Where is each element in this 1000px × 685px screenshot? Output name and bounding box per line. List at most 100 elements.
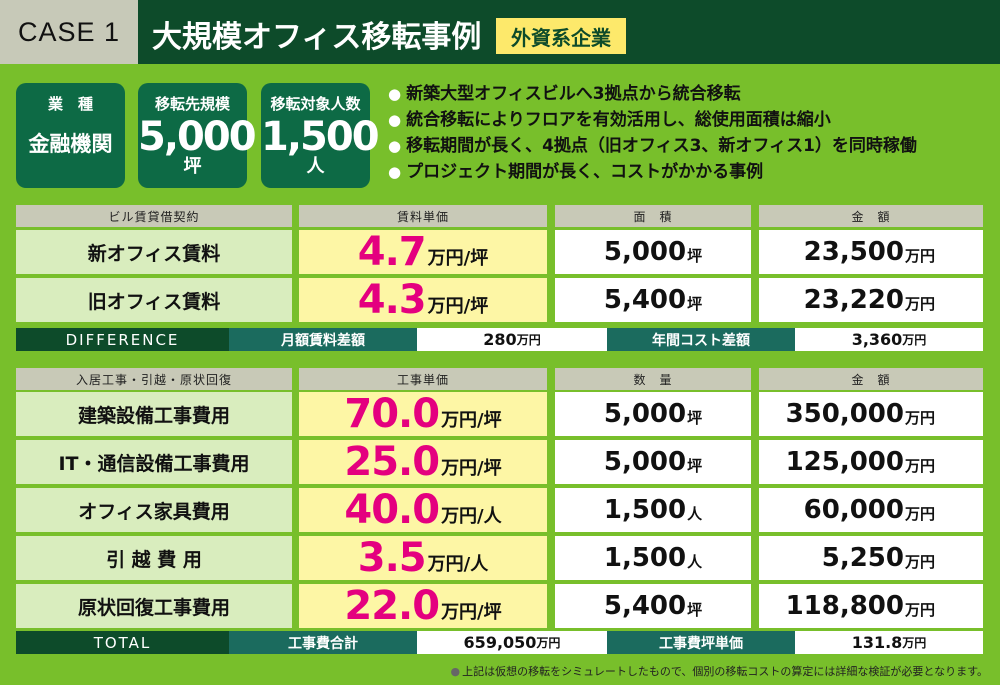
work-header-amount: 金 額	[759, 368, 983, 390]
list-item: プロジェクト期間が長く、コストがかかる事例	[388, 159, 917, 185]
work-header-price: 工事単価	[299, 368, 547, 390]
amount-unit: 万円	[904, 552, 935, 571]
price-unit: 万円/人	[427, 554, 489, 575]
amount-value: 23,220	[803, 285, 904, 315]
price-unit: 万円/坪	[441, 410, 502, 431]
price-value: 40.0	[344, 487, 440, 533]
rent-header-price: 賃料単価	[299, 205, 547, 227]
headcount-label: 移転対象人数	[270, 95, 361, 113]
rent-row-price: 4.7 万円/坪	[299, 229, 547, 275]
rent-row-label: 新オフィス賃料	[16, 230, 292, 274]
price-unit: 万円/坪	[427, 296, 489, 317]
headcount-box: 移転対象人数 1,500 人	[261, 83, 380, 188]
amount-unit: 万円	[904, 456, 935, 475]
rent-row-amount: 23,500 万円	[759, 230, 983, 274]
work-row-amount: 350,000 万円	[759, 392, 983, 436]
destination-size-label: 移転先規模	[154, 95, 230, 113]
qty-value: 5,000	[603, 399, 687, 429]
disclaimer-note: 上記は仮想の移転をシミュレートしたもので、個別の移転コストの算定には詳細な検証が…	[450, 663, 988, 679]
work-header-qty: 数 量	[555, 368, 751, 390]
annual-diff-label: 年間コスト差額	[607, 328, 795, 351]
work-row-label: IT・通信設備工事費用	[16, 440, 292, 484]
monthly-diff-label: 月額賃料差額	[229, 328, 417, 351]
work-row-amount: 60,000 万円	[759, 488, 983, 532]
destination-size-value: 5,000	[138, 114, 257, 160]
qty-unit: 人	[687, 504, 703, 523]
work-header-category: 入居工事・引越・原状回復	[16, 368, 292, 390]
area-value: 5,000	[603, 237, 687, 267]
amount-value: 23,500	[803, 237, 904, 267]
company-type-tag: 外資系企業	[496, 18, 626, 54]
amount-value: 350,000	[785, 399, 904, 429]
rent-row-label: 旧オフィス賃料	[16, 278, 292, 322]
amount-unit: 万円	[904, 600, 935, 619]
destination-size-box: 移転先規模 5,000 坪	[138, 83, 257, 188]
price-value: 22.0	[344, 583, 440, 629]
work-row-qty: 5,400 坪	[555, 584, 751, 628]
list-item: 新築大型オフィスビルへ3拠点から統合移転	[388, 81, 917, 107]
price-value: 25.0	[344, 439, 440, 485]
headcount-unit: 人	[306, 156, 325, 177]
price-value: 3.5	[357, 535, 427, 581]
construction-total-label: 工事費合計	[229, 631, 417, 654]
list-item: 移転期間が長く、4拠点（旧オフィス3、新オフィス1）を同時稼働	[388, 133, 917, 159]
construction-total-unit: 万円	[536, 636, 561, 650]
work-row-label: オフィス家具費用	[16, 488, 292, 532]
amount-unit: 万円	[904, 504, 935, 523]
price-unit: 万円/坪	[427, 248, 489, 269]
amount-value: 125,000	[785, 447, 904, 477]
rent-header-contract: ビル賃貸借契約	[16, 205, 292, 227]
page-title: 大規模オフィス移転事例	[152, 20, 482, 55]
qty-unit: 坪	[687, 408, 703, 427]
rent-header-area: 面 積	[555, 205, 751, 227]
annual-diff-unit: 万円	[902, 333, 927, 347]
construction-total-value: 659,050 万円	[417, 631, 607, 654]
price-value: 70.0	[344, 391, 440, 437]
monthly-diff-value: 280 万円	[417, 328, 607, 351]
annual-diff-value: 3,360 万円	[795, 328, 983, 351]
work-row-price: 25.0 万円/坪	[299, 439, 547, 485]
feature-list: 新築大型オフィスビルへ3拠点から統合移転 統合移転によりフロアを有効活用し、総使…	[388, 81, 917, 185]
difference-label: DIFFERENCE	[16, 328, 229, 351]
work-row-label: 原状回復工事費用	[16, 584, 292, 628]
area-value: 5,400	[603, 285, 687, 315]
amount-value: 118,800	[785, 591, 904, 621]
area-unit: 坪	[687, 294, 703, 313]
area-unit: 坪	[687, 246, 703, 265]
qty-value: 1,500	[603, 543, 687, 573]
work-row-price: 70.0 万円/坪	[299, 391, 547, 437]
rent-row-area: 5,000 坪	[555, 230, 751, 274]
rent-header-amount: 金 額	[759, 205, 983, 227]
work-row-amount: 125,000 万円	[759, 440, 983, 484]
price-value: 4.7	[357, 229, 427, 275]
qty-unit: 坪	[687, 600, 703, 619]
industry-box: 業 種 金融機関	[16, 83, 125, 188]
rent-row-price: 4.3 万円/坪	[299, 277, 547, 323]
industry-label: 業 種	[47, 95, 93, 113]
qty-unit: 人	[687, 552, 703, 571]
work-row-price: 40.0 万円/人	[299, 487, 547, 533]
headcount-value: 1,500	[261, 114, 380, 160]
work-row-qty: 1,500 人	[555, 536, 751, 580]
amount-unit: 万円	[904, 408, 935, 427]
industry-value: 金融機関	[28, 132, 113, 156]
qty-value: 5,000	[603, 447, 687, 477]
rent-row-area: 5,400 坪	[555, 278, 751, 322]
amount-unit: 万円	[904, 294, 935, 313]
qty-value: 1,500	[603, 495, 687, 525]
work-row-label: 引 越 費 用	[16, 536, 292, 580]
work-row-amount: 118,800 万円	[759, 584, 983, 628]
annual-diff-number: 3,360	[851, 330, 903, 349]
construction-total-number: 659,050	[463, 633, 537, 652]
monthly-diff-number: 280	[483, 330, 517, 349]
work-row-price: 22.0 万円/坪	[299, 583, 547, 629]
qty-unit: 坪	[687, 456, 703, 475]
amount-unit: 万円	[904, 246, 935, 265]
work-row-qty: 5,000 坪	[555, 392, 751, 436]
work-row-qty: 1,500 人	[555, 488, 751, 532]
work-row-price: 3.5 万円/人	[299, 535, 547, 581]
price-value: 4.3	[357, 277, 427, 323]
unit-cost-number: 131.8	[851, 633, 903, 652]
qty-value: 5,400	[603, 591, 687, 621]
amount-value: 5,250	[821, 543, 904, 573]
